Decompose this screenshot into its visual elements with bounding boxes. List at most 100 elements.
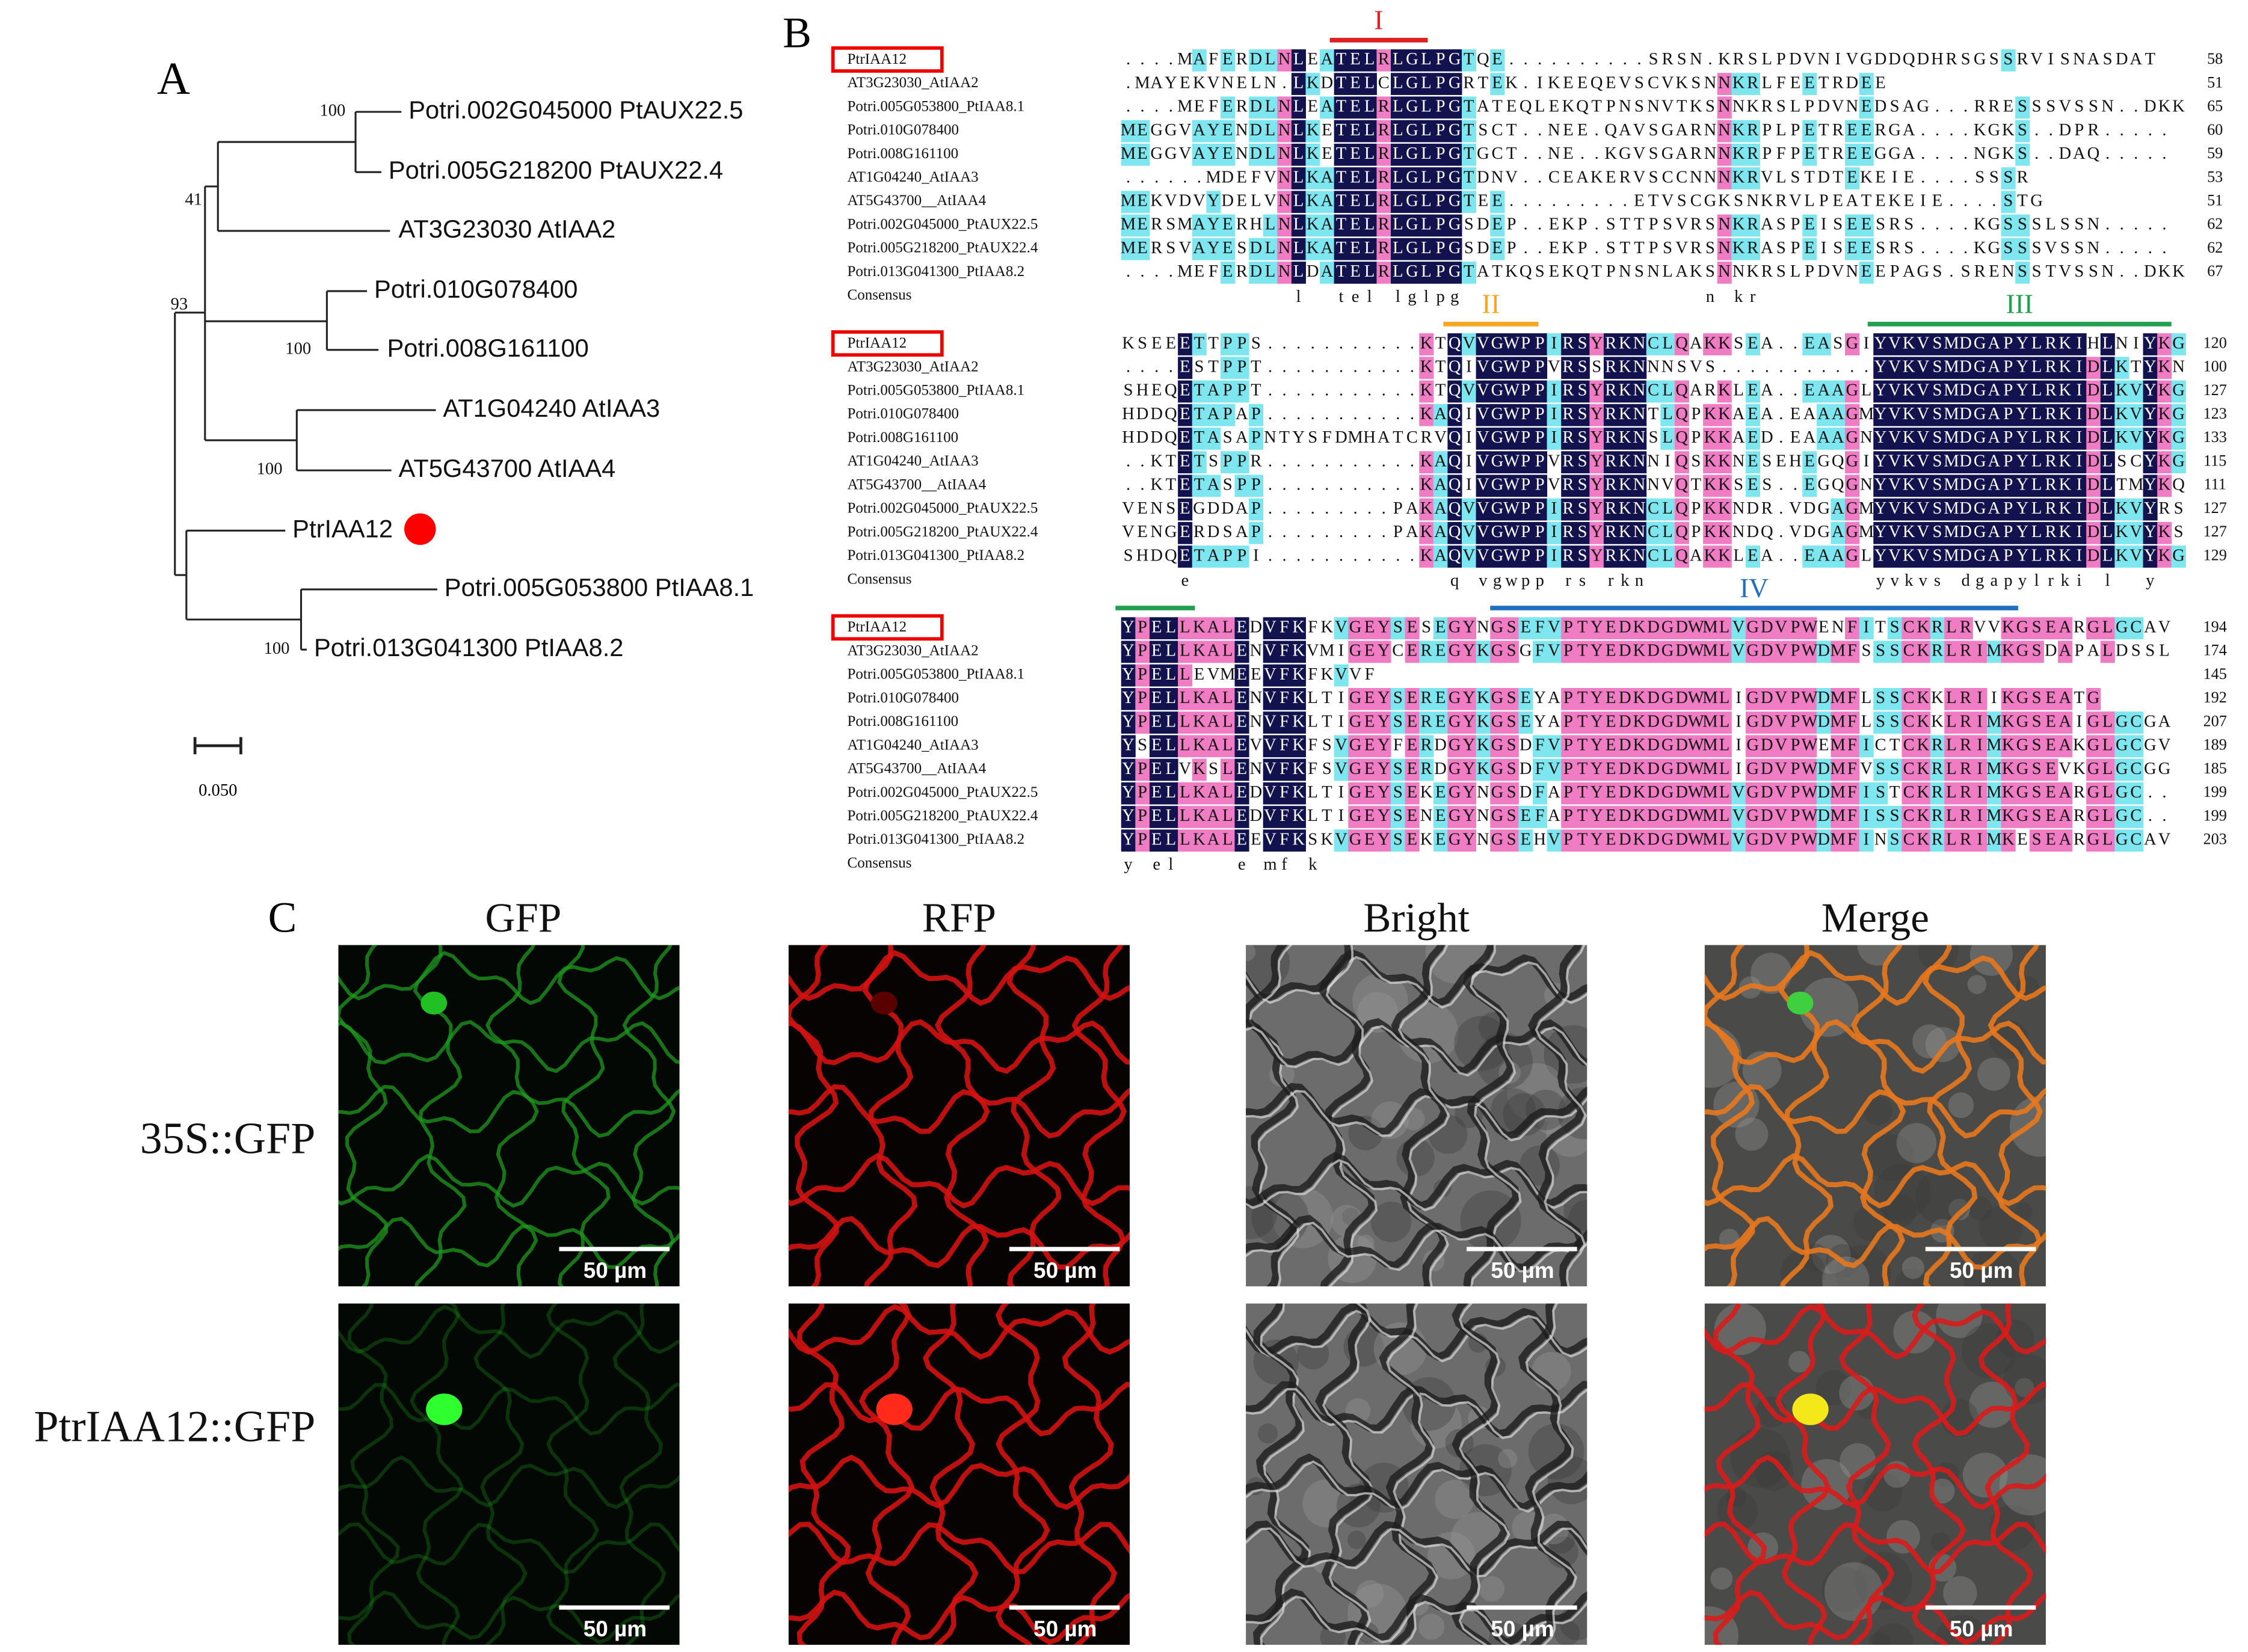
sequence-end: 53 [2207,168,2223,185]
residue-shade [1405,49,1420,72]
residue-shade [1277,120,1292,143]
leaf-label: Potri.008G161100 [387,334,588,362]
residue-shade [1462,333,1477,355]
residue-shade [1419,357,1434,379]
texture [1943,1576,1977,1611]
nucleus [1787,991,1814,1015]
bootstrap-value: 100 [264,639,290,658]
panel-label: A [157,53,190,104]
texture [1435,1479,1474,1519]
residue-shade [1873,333,1888,355]
highlight-box [831,330,944,357]
residue-shade [1419,262,1434,284]
residue-shade [1802,143,1817,166]
residue-shade [1220,143,1235,166]
residue-shade [1376,143,1391,166]
residue-shade [1121,214,1136,237]
sequence-name: AT3G23030_AtIAA2 [848,358,979,375]
sequence-end: 67 [2207,262,2223,280]
micrograph: 50 µm [1704,945,2046,1286]
residue-shade [2029,357,2044,379]
residue-shade [1348,191,1363,213]
sequence-name: Potri.013G041300_PtIAA8.2 [848,263,1025,280]
residue-shade [1902,333,1917,355]
sequence-end: 111 [2203,476,2226,493]
residue-shade [1391,49,1406,72]
residue-shade [1447,167,1462,189]
bootstrap-value: 100 [285,339,311,358]
residue-shade [1731,73,1746,95]
residue-shade [1334,120,1349,143]
sequence-end: 174 [2203,642,2227,659]
bootstrap-value: 41 [185,190,202,209]
leaf-label: AT1G04240 AtIAA3 [443,394,660,422]
texture [1824,1562,1883,1621]
residue-shade [1249,120,1264,143]
residue-shade [1405,120,1420,143]
residue-shade [1362,73,1377,95]
residue-shade [1419,73,1434,95]
residue-shade [1845,214,1860,237]
column-title: GFP [485,894,562,941]
sequence-name: Potri.010G078400 [848,690,959,706]
scale-bar-label: 50 µm [1950,1617,2013,1641]
sequence-end: 62 [2207,215,2223,233]
micrograph: 50 µm [788,1303,1130,1645]
residue-shade [1263,49,1278,72]
residue-shade [1930,357,1945,379]
residue-shade [1277,262,1292,284]
residue-shade [1376,191,1391,213]
residue-shade [1745,73,1760,95]
residue-shade [2015,357,2030,379]
residue-shade [1887,333,1902,355]
residue-shade [1490,191,1505,213]
residue-shade [1447,73,1462,95]
residue-shade [1802,214,1817,237]
residue-shade [2086,357,2101,379]
residue-shade [1405,167,1420,189]
residue-shade [1362,120,1377,143]
texture [1710,1567,1733,1590]
sequence-end: 203 [2203,830,2227,847]
residue-shade [1916,357,1931,379]
texture [1479,1576,1504,1602]
residue-shade [1419,214,1434,237]
residue-shade [1220,96,1235,119]
residue-shade [1348,143,1363,166]
residue-shade [1291,262,1306,284]
residue-shade [2015,262,2030,284]
sequence: .... E S T P P T........... K T Q I V GW P P V R S S R K N N N S… [1126,357,2185,376]
residue-shade [2001,333,2016,355]
sequence-name: AT1G04240_AtIAA3 [848,737,979,753]
residue-shade [1334,214,1349,237]
residue-shade [1447,191,1462,213]
column-title: Merge [1821,894,1929,941]
leaf-label: Potri.005G053800 PtIAA8.1 [445,573,754,601]
texture [1896,1123,1937,1164]
sequence: ...... MD E F V N L K A T E L R L G L P G T D N V.. C E A K E R V S C C… [1126,168,2028,186]
sequence-name: PtrIAA12 [848,619,907,635]
residue-shade [1391,73,1406,95]
scale-label: 0.050 [199,781,237,800]
texture [1418,1614,1445,1640]
sequence-name: Potri.008G161100 [848,429,959,446]
nucleus [1792,1393,1829,1425]
row-label: 35S::GFP [140,1113,316,1162]
residue-shade [2143,333,2158,355]
residue-shade [1745,167,1760,189]
residue-shade [1462,120,1477,143]
residue-shade [1490,214,1505,237]
residue-shade [1291,96,1306,119]
residue-shade [1291,143,1306,166]
residue-shade [1291,120,1306,143]
residue-shade [1845,238,1860,260]
residue-shade [1291,191,1306,213]
residue-shade [1717,262,1732,284]
sequence-end: 100 [2203,358,2227,375]
residue-shade [1391,120,1406,143]
residue-shade [1859,238,1874,260]
residue-shade [1433,73,1448,95]
residue-shade [1220,262,1235,284]
residue-shade [1603,357,1619,379]
residue-shade [1135,214,1150,237]
